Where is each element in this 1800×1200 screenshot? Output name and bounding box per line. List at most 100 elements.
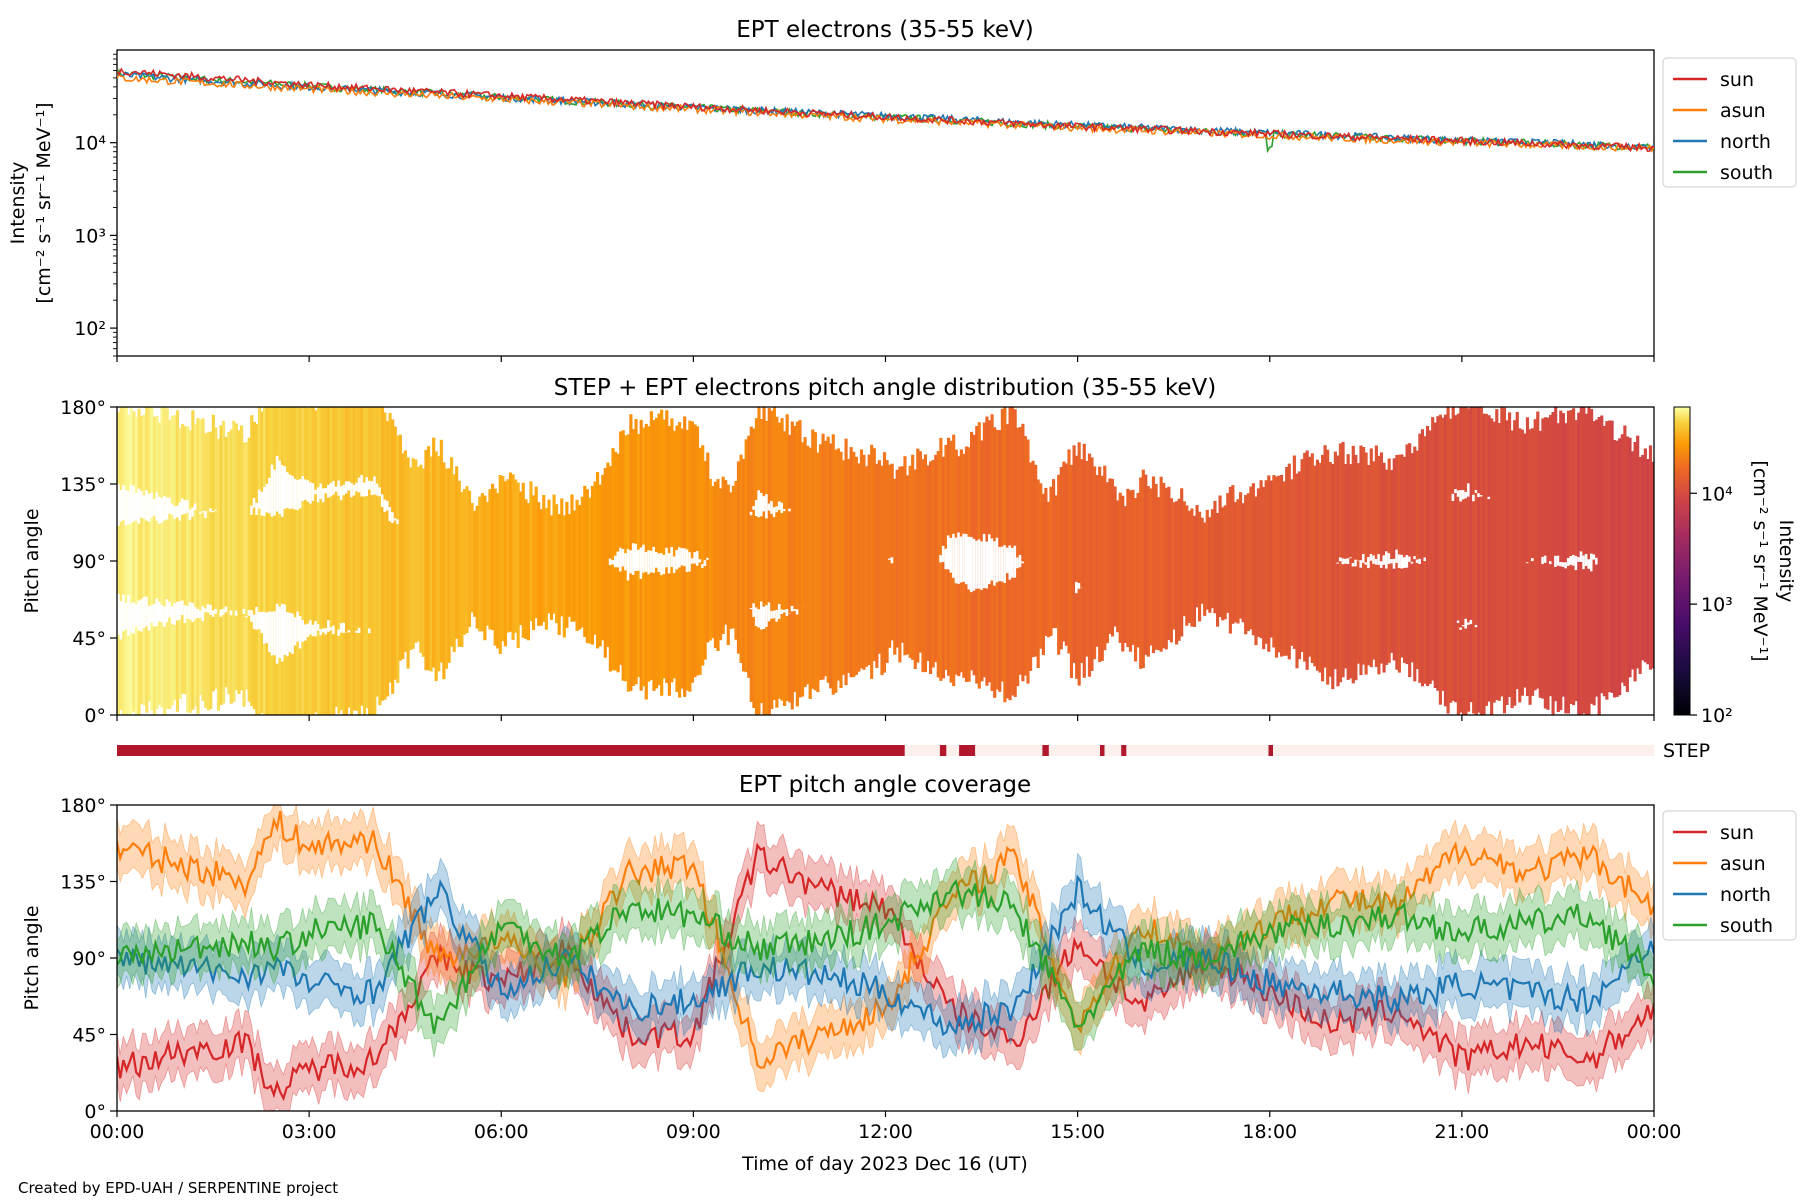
footer-credit: Created by EPD-UAH / SERPENTINE project: [18, 1179, 338, 1197]
heatmap-gap: [142, 495, 146, 519]
heatmap-column: [1531, 428, 1535, 696]
panel4-x-tick-label: 00:00: [1627, 1121, 1682, 1143]
heatmap-column: [1597, 417, 1601, 715]
heatmap-column: [803, 437, 807, 688]
heatmap-column: [491, 483, 495, 631]
heatmap-gap: [1075, 581, 1079, 594]
heatmap-column: [1126, 488, 1130, 648]
heatmap-gap: [140, 490, 144, 518]
heatmap-column: [311, 407, 315, 715]
heatmap-column: [368, 407, 372, 715]
heatmap-gap: [1021, 561, 1025, 564]
panel4-legend-label-sun: sun: [1720, 822, 1754, 844]
heatmap-column: [1410, 453, 1414, 663]
heatmap-column: [877, 460, 881, 654]
heatmap-column: [1543, 417, 1547, 709]
heatmap-column: [1187, 510, 1191, 623]
heatmap-gap: [293, 617, 297, 646]
heatmap-column: [900, 466, 905, 643]
heatmap-gap: [298, 616, 303, 649]
heatmap-gap: [229, 610, 233, 616]
heatmap-gap: [939, 555, 943, 563]
heatmap-column: [1100, 475, 1104, 661]
heatmap-column: [780, 418, 784, 701]
heatmap-gap: [119, 490, 123, 522]
heatmap-column: [734, 480, 738, 640]
heatmap-gap: [342, 484, 346, 496]
heatmap-gap: [170, 503, 174, 515]
heatmap-column: [406, 457, 410, 669]
heatmap-gap: [629, 550, 633, 574]
heatmap-gap: [672, 556, 677, 573]
heatmap-column: [795, 421, 799, 707]
heatmap-gap: [767, 602, 771, 622]
heatmap-gap: [785, 609, 789, 616]
heatmap-gap: [127, 491, 131, 525]
heatmap-column: [1484, 413, 1489, 706]
heatmap-column: [1172, 502, 1176, 630]
heatmap-column: [578, 505, 582, 630]
heatmap-gap: [1349, 557, 1353, 559]
heatmap-gap: [178, 502, 182, 521]
heatmap-gap: [273, 469, 277, 516]
heatmap-gap: [652, 546, 656, 573]
heatmap-column: [1454, 415, 1458, 703]
panel1-legend: sun asun north south: [1662, 57, 1797, 188]
heatmap-column: [437, 456, 441, 672]
heatmap-column: [1502, 407, 1507, 714]
heatmap-gap: [337, 480, 341, 496]
heatmap-column: [1441, 417, 1445, 691]
step-segment: [1042, 745, 1049, 756]
heatmap-gap: [762, 496, 766, 512]
heatmap-column: [480, 493, 484, 632]
heatmap-column: [1615, 440, 1619, 697]
heatmap-column: [173, 415, 177, 701]
heatmap-column: [309, 407, 313, 715]
heatmap-column: [1556, 423, 1560, 712]
heatmap-gap: [245, 616, 249, 618]
heatmap-gap: [1590, 553, 1594, 572]
heatmap-column: [1093, 466, 1097, 660]
heatmap-gap: [1362, 554, 1366, 563]
heatmap-column: [1505, 420, 1509, 705]
heatmap-column: [596, 472, 600, 649]
heatmap-column: [859, 449, 864, 669]
heatmap-column: [375, 407, 379, 697]
heatmap-gap: [1469, 619, 1473, 625]
heatmap-column: [1280, 474, 1284, 657]
heatmap-column: [1277, 475, 1281, 653]
heatmap-column: [255, 424, 259, 715]
heatmap-column: [611, 448, 615, 671]
heatmap-column: [726, 484, 730, 645]
heatmap-column: [211, 414, 215, 692]
heatmap-column: [1613, 440, 1617, 698]
heatmap-column: [783, 431, 787, 706]
heatmap-gap: [1367, 557, 1371, 569]
panel1-legend-label-south: south: [1720, 162, 1773, 184]
heatmap-column: [1633, 442, 1637, 682]
heatmap-column: [216, 438, 221, 711]
panel1-legend-label-sun: sun: [1720, 69, 1754, 91]
heatmap-gap: [1574, 555, 1578, 571]
heatmap-gap: [309, 620, 313, 635]
heatmap-gap: [665, 547, 669, 568]
heatmap-gap: [350, 482, 354, 498]
heatmap-column: [580, 496, 584, 628]
heatmap-column: [1239, 492, 1243, 619]
heatmap-column: [165, 408, 169, 709]
heatmap-column: [1315, 459, 1320, 671]
heatmap-gap: [368, 480, 372, 490]
heatmap-column: [1134, 498, 1138, 662]
heatmap-column: [1121, 495, 1125, 652]
heatmap-gap: [964, 533, 969, 585]
panel1-legend-frame: [1662, 57, 1797, 188]
heatmap-column: [1136, 492, 1140, 648]
heatmap-gap: [175, 601, 180, 621]
heatmap-column: [1218, 495, 1222, 617]
heatmap-gap: [342, 622, 346, 633]
heatmap-gap: [614, 555, 618, 568]
heatmap-gap: [690, 558, 694, 564]
heatmap-column: [593, 481, 597, 635]
heatmap-gap: [888, 558, 892, 560]
heatmap-column: [291, 407, 295, 715]
